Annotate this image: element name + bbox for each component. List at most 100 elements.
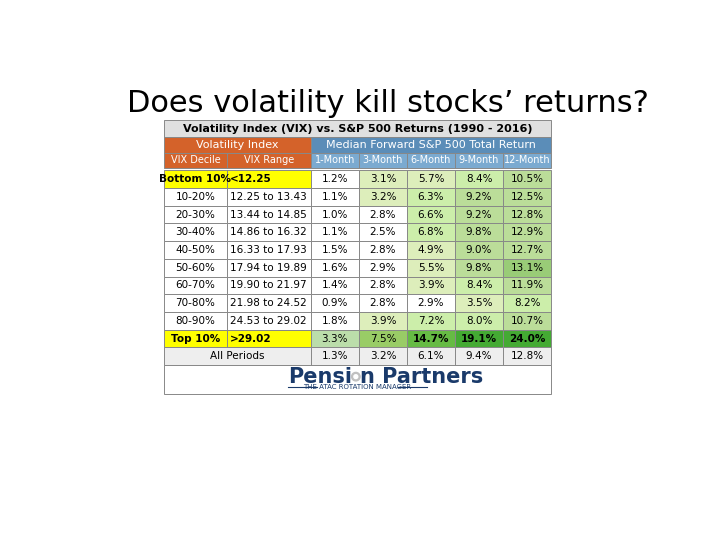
Bar bbox=[359, 153, 407, 168]
Bar bbox=[503, 276, 551, 294]
Bar bbox=[311, 224, 359, 241]
Bar bbox=[311, 259, 359, 276]
Text: 17.94 to 19.89: 17.94 to 19.89 bbox=[230, 262, 307, 273]
Text: 10.5%: 10.5% bbox=[510, 174, 544, 184]
Text: 24.53 to 29.02: 24.53 to 29.02 bbox=[230, 316, 307, 326]
Text: 21.98 to 24.52: 21.98 to 24.52 bbox=[230, 298, 307, 308]
Text: 6.8%: 6.8% bbox=[418, 227, 444, 237]
Text: 50-60%: 50-60% bbox=[176, 262, 215, 273]
Bar bbox=[228, 188, 311, 206]
Text: 19.90 to 21.97: 19.90 to 21.97 bbox=[230, 280, 307, 291]
Text: 80-90%: 80-90% bbox=[176, 316, 215, 326]
Bar bbox=[407, 188, 455, 206]
Bar bbox=[163, 259, 228, 276]
Bar bbox=[455, 170, 503, 188]
Text: 6.1%: 6.1% bbox=[418, 351, 444, 361]
Bar bbox=[503, 312, 551, 330]
Text: Top 10%: Top 10% bbox=[171, 334, 220, 343]
Text: 3-Month: 3-Month bbox=[363, 156, 403, 165]
Text: 16.33 to 17.93: 16.33 to 17.93 bbox=[230, 245, 307, 255]
Bar bbox=[163, 224, 228, 241]
Bar bbox=[455, 153, 503, 168]
Text: 10-20%: 10-20% bbox=[176, 192, 215, 202]
Bar bbox=[311, 312, 359, 330]
Text: 40-50%: 40-50% bbox=[176, 245, 215, 255]
Text: 8.2%: 8.2% bbox=[514, 298, 540, 308]
Circle shape bbox=[351, 373, 360, 381]
Bar bbox=[503, 153, 551, 168]
Bar bbox=[228, 312, 311, 330]
Text: 12.9%: 12.9% bbox=[510, 227, 544, 237]
Bar bbox=[228, 224, 311, 241]
Text: 2.9%: 2.9% bbox=[369, 262, 396, 273]
Bar bbox=[503, 259, 551, 276]
Circle shape bbox=[354, 375, 358, 379]
Text: 8.4%: 8.4% bbox=[466, 280, 492, 291]
Bar bbox=[163, 170, 228, 188]
Text: 3.5%: 3.5% bbox=[466, 298, 492, 308]
Text: 1.3%: 1.3% bbox=[322, 351, 348, 361]
Text: 6.6%: 6.6% bbox=[418, 210, 444, 220]
Bar bbox=[228, 294, 311, 312]
Text: 19.1%: 19.1% bbox=[461, 334, 497, 343]
Bar bbox=[455, 312, 503, 330]
Text: 70-80%: 70-80% bbox=[176, 298, 215, 308]
Text: 12.8%: 12.8% bbox=[510, 210, 544, 220]
Text: 9.2%: 9.2% bbox=[466, 192, 492, 202]
Text: 1.8%: 1.8% bbox=[322, 316, 348, 326]
Text: Does volatility kill stocks’ returns?: Does volatility kill stocks’ returns? bbox=[127, 90, 649, 118]
Bar bbox=[311, 330, 359, 347]
Bar bbox=[163, 347, 311, 365]
Bar bbox=[311, 137, 551, 153]
Bar bbox=[359, 294, 407, 312]
Text: 12-Month: 12-Month bbox=[504, 156, 550, 165]
Text: 30-40%: 30-40% bbox=[176, 227, 215, 237]
Text: 9-Month: 9-Month bbox=[459, 156, 499, 165]
Bar bbox=[503, 170, 551, 188]
Bar bbox=[407, 330, 455, 347]
Text: 1.2%: 1.2% bbox=[322, 174, 348, 184]
Text: 7.2%: 7.2% bbox=[418, 316, 444, 326]
Bar bbox=[359, 276, 407, 294]
Text: 6-Month: 6-Month bbox=[411, 156, 451, 165]
Text: 0.9%: 0.9% bbox=[322, 298, 348, 308]
Text: 8.0%: 8.0% bbox=[466, 316, 492, 326]
Bar bbox=[311, 276, 359, 294]
Text: 2.8%: 2.8% bbox=[369, 245, 396, 255]
Bar bbox=[359, 206, 407, 224]
Bar bbox=[359, 170, 407, 188]
Text: n Partners: n Partners bbox=[360, 367, 483, 387]
Text: 3.9%: 3.9% bbox=[418, 280, 444, 291]
Text: 12.8%: 12.8% bbox=[510, 351, 544, 361]
Bar bbox=[311, 241, 359, 259]
Bar bbox=[503, 294, 551, 312]
Text: THE ATAC ROTATION MANAGER: THE ATAC ROTATION MANAGER bbox=[303, 383, 411, 390]
Text: 1.4%: 1.4% bbox=[322, 280, 348, 291]
Text: 11.9%: 11.9% bbox=[510, 280, 544, 291]
Text: 13.44 to 14.85: 13.44 to 14.85 bbox=[230, 210, 307, 220]
Bar bbox=[407, 170, 455, 188]
Bar bbox=[359, 241, 407, 259]
Bar bbox=[359, 312, 407, 330]
Bar bbox=[503, 330, 551, 347]
Text: Volatility Index: Volatility Index bbox=[196, 140, 279, 150]
Bar bbox=[455, 259, 503, 276]
Bar bbox=[163, 206, 228, 224]
Text: 2.8%: 2.8% bbox=[369, 298, 396, 308]
Bar bbox=[163, 312, 228, 330]
Text: 9.2%: 9.2% bbox=[466, 210, 492, 220]
Bar bbox=[407, 312, 455, 330]
Bar bbox=[503, 224, 551, 241]
Bar bbox=[359, 330, 407, 347]
Bar bbox=[163, 120, 551, 137]
Bar bbox=[359, 188, 407, 206]
Text: 9.8%: 9.8% bbox=[466, 227, 492, 237]
Text: 9.0%: 9.0% bbox=[466, 245, 492, 255]
Text: 5.7%: 5.7% bbox=[418, 174, 444, 184]
Text: 24.0%: 24.0% bbox=[509, 334, 545, 343]
Bar bbox=[163, 153, 228, 168]
Bar bbox=[455, 347, 503, 365]
Text: 2.8%: 2.8% bbox=[369, 280, 396, 291]
Bar bbox=[455, 330, 503, 347]
Bar bbox=[163, 276, 228, 294]
